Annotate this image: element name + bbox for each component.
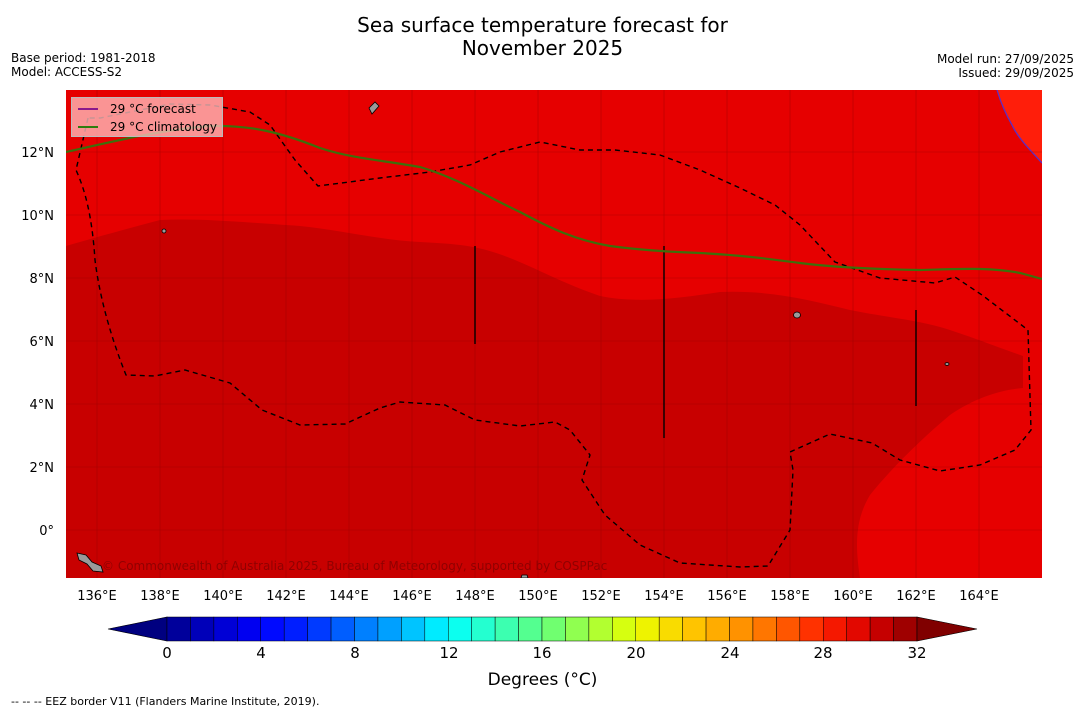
colorbar-bin (658, 616, 683, 642)
colorbar-bin (612, 616, 636, 642)
lon-labels: 136°E 138°E 140°E 142°E 144°E 146°E 148°… (77, 589, 999, 604)
lat-labels: 12°N 10°N 8°N 6°N 4°N 2°N 0° (21, 146, 54, 539)
meta-right: Model run: 27/09/2025 Issued: 29/09/2025 (937, 52, 1074, 80)
colorbar-ticks: 0 4 8 12 16 20 24 28 32 (162, 644, 926, 662)
lon-label: 164°E (959, 589, 999, 604)
colorbar-title: Degrees (°C) (487, 670, 598, 690)
base-period: Base period: 1981-2018 (11, 51, 156, 65)
colorbar-bin (237, 616, 261, 642)
colorbar-bin (682, 616, 707, 642)
lon-label: 148°E (455, 589, 495, 604)
colorbar-bin (354, 616, 379, 642)
copyright-text: © Commonwealth of Australia 2025, Bureau… (102, 559, 607, 573)
colorbar-bin (213, 616, 238, 642)
colorbar-bin (752, 616, 777, 642)
colorbar-tick: 32 (907, 644, 926, 662)
lon-label: 154°E (644, 589, 684, 604)
lon-label: 162°E (896, 589, 936, 604)
colorbar-extend-high (916, 616, 978, 642)
lon-label: 152°E (581, 589, 621, 604)
lat-label: 0° (39, 524, 54, 539)
lon-label: 160°E (833, 589, 873, 604)
colorbar-tick: 0 (162, 644, 172, 662)
colorbar-bin (565, 616, 590, 642)
lon-label: 138°E (140, 589, 180, 604)
eez-footnote: -- -- -- EEZ border V11 (Flanders Marine… (11, 695, 320, 708)
lon-label: 150°E (518, 589, 558, 604)
colorbar-bin (377, 616, 402, 642)
lon-label: 140°E (203, 589, 243, 604)
colorbar-bin (869, 616, 894, 642)
legend-line-forecast (78, 108, 98, 110)
colorbar-bin (776, 616, 801, 642)
lat-label: 6°N (30, 335, 55, 350)
legend-item-forecast: 29 °C forecast (78, 102, 196, 116)
contour-artifacts (474, 246, 917, 438)
colorbar-bin (283, 616, 308, 642)
colorbar-bin (823, 616, 847, 642)
lon-label: 136°E (77, 589, 117, 604)
colorbar-bin (448, 616, 472, 642)
meta-left: Base period: 1981-2018 Model: ACCESS-S2 (11, 51, 156, 79)
colorbar-bin (401, 616, 426, 642)
lon-label: 158°E (770, 589, 810, 604)
colorbar (107, 616, 978, 642)
colorbar-tick: 24 (720, 644, 739, 662)
colorbar-bin (307, 616, 332, 642)
sst-region-28-29-top (997, 90, 1042, 163)
model-run: Model run: 27/09/2025 (936, 52, 1074, 66)
model-name: Model: ACCESS-S2 (11, 65, 123, 79)
sst-region-30-31 (66, 219, 1023, 578)
colorbar-extend-low (107, 616, 168, 642)
colorbar-bin (260, 616, 285, 642)
colorbar-tick: 8 (350, 644, 360, 662)
map-legend: 29 °C forecast 29 °C climatology (71, 97, 223, 137)
lat-label: 12°N (21, 146, 54, 161)
legend-label-forecast: 29 °C forecast (110, 102, 196, 116)
lat-label: 10°N (21, 209, 54, 224)
legend-label-climatology: 29 °C climatology (110, 120, 218, 134)
colorbar-bin (330, 616, 355, 642)
issued-date: Issued: 29/09/2025 (958, 66, 1074, 80)
climatology-29c-contour (66, 124, 1042, 281)
colorbar-bin (471, 616, 496, 642)
lat-label: 4°N (30, 398, 55, 413)
legend-item-climatology: 29 °C climatology (78, 120, 217, 134)
colorbar-bin (424, 616, 449, 642)
islands (76, 101, 950, 578)
colorbar-bin (705, 616, 730, 642)
lon-label: 156°E (707, 589, 747, 604)
colorbar-bin (541, 616, 566, 642)
lat-label: 2°N (30, 461, 55, 476)
colorbar-bin (799, 616, 824, 642)
colorbar-tick: 20 (626, 644, 645, 662)
colorbar-bin (166, 616, 191, 642)
colorbar-bin (518, 616, 543, 642)
legend-line-climatology (78, 126, 98, 128)
colorbar-bin (588, 616, 613, 642)
colorbar-bin (846, 616, 871, 642)
colorbar-tick: 12 (439, 644, 458, 662)
colorbar-tick: 4 (256, 644, 266, 662)
colorbar-tick: 28 (813, 644, 832, 662)
lon-label: 144°E (329, 589, 369, 604)
chart-title: Sea surface temperature forecast for Nov… (0, 14, 1085, 60)
title-line-1: Sea surface temperature forecast for (357, 13, 728, 37)
colorbar-tick: 16 (532, 644, 551, 662)
colorbar-bin (494, 616, 519, 642)
lat-label: 8°N (30, 272, 55, 287)
eez-border (75, 103, 1032, 568)
title-line-2: November 2025 (461, 36, 624, 60)
colorbar-bin (729, 616, 754, 642)
lon-label: 146°E (392, 589, 432, 604)
map-area: © Commonwealth of Australia 2025, Bureau… (66, 90, 1042, 578)
colorbar-bin (893, 616, 918, 642)
colorbar-bin (635, 616, 660, 642)
lon-label: 142°E (266, 589, 306, 604)
colorbar-bin (190, 616, 215, 642)
